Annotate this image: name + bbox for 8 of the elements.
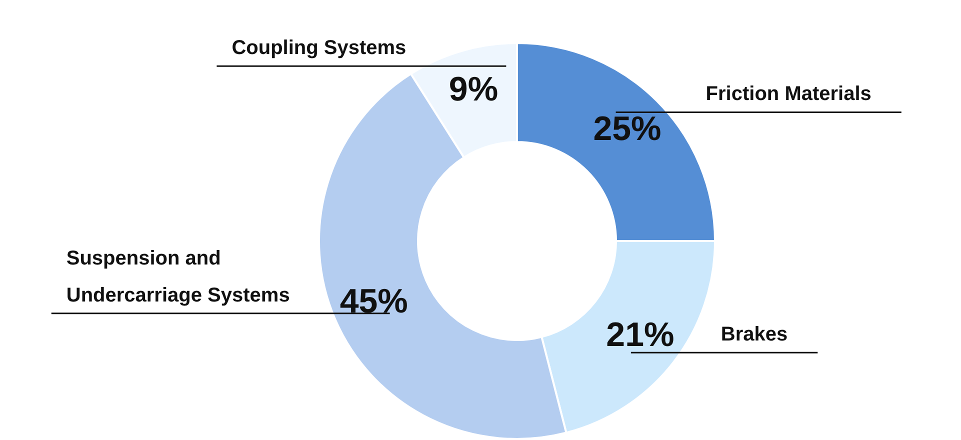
slice-label: Brakes — [720, 324, 788, 346]
data-label: 25% — [593, 110, 662, 148]
data-label: 21% — [606, 316, 674, 354]
slice-label: Suspension and Undercarriage Systems — [66, 247, 290, 306]
slice-label: Coupling Systems — [232, 37, 406, 60]
data-label: 45% — [340, 282, 408, 320]
data-label: 9% — [448, 70, 498, 109]
slice-label: Friction Materials — [706, 83, 872, 106]
